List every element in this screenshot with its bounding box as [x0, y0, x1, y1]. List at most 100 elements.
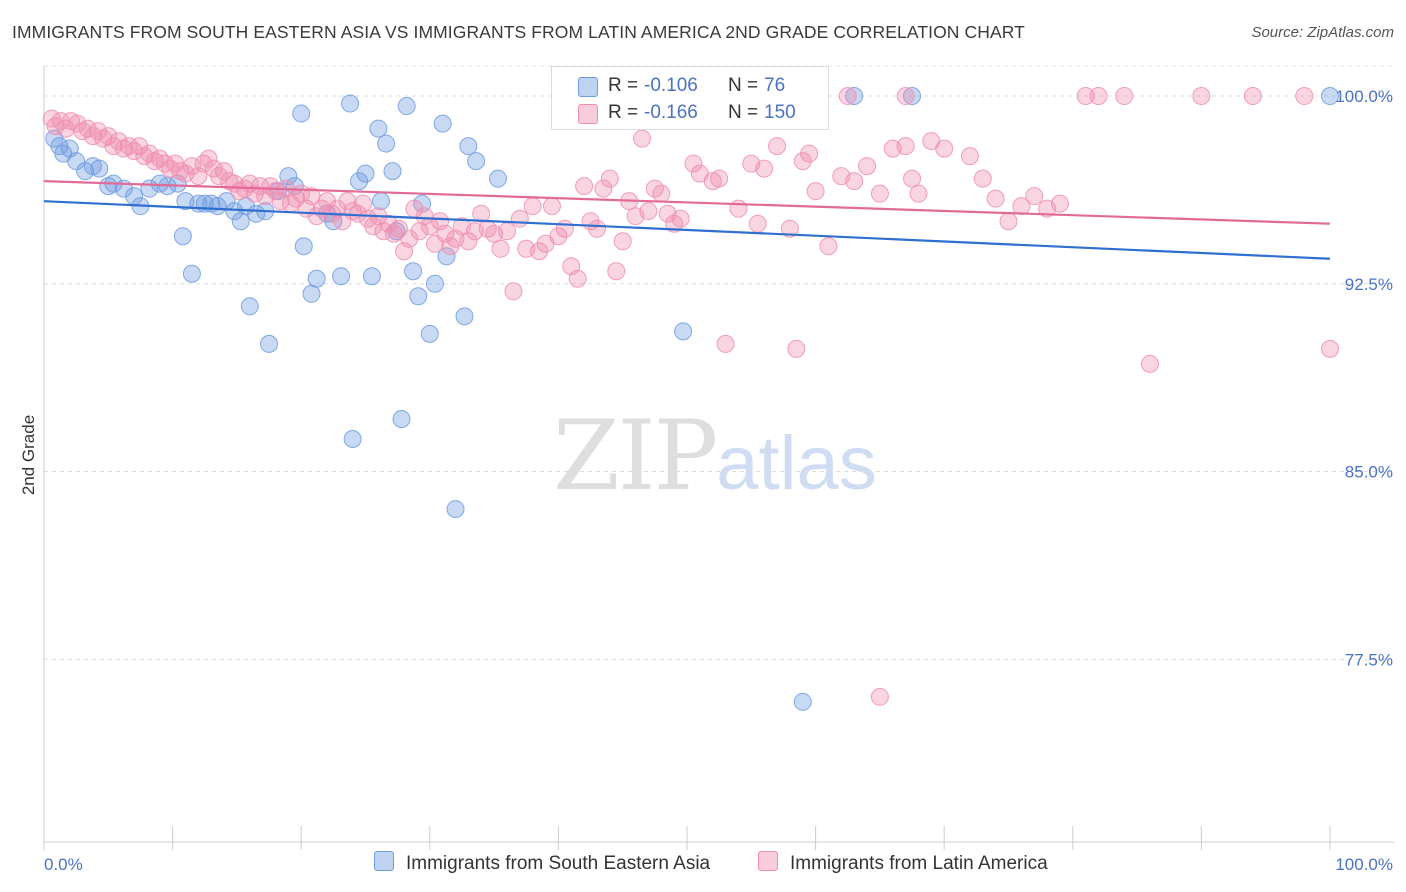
legend-n-label: N =: [728, 75, 759, 96]
point-latin-america: [838, 87, 857, 106]
point-south-eastern-asia: [260, 334, 279, 353]
point-latin-america: [1295, 87, 1314, 106]
bottom-legend-label: Immigrants from Latin America: [790, 853, 1048, 874]
point-south-eastern-asia: [377, 134, 396, 153]
point-latin-america: [935, 139, 954, 158]
point-south-eastern-asia: [173, 227, 192, 246]
point-south-eastern-asia: [793, 692, 812, 711]
y-axis-label: 2nd Grade: [19, 415, 38, 495]
point-latin-america: [1243, 87, 1262, 106]
x-tick-label: 100.0%: [1335, 855, 1393, 874]
point-latin-america: [145, 152, 164, 171]
point-latin-america: [125, 142, 144, 161]
trend-line-latin-america: [43, 180, 1331, 225]
point-latin-america: [130, 137, 149, 156]
point-latin-america: [806, 182, 825, 201]
point-south-eastern-asia: [467, 152, 486, 171]
point-latin-america: [194, 154, 213, 173]
point-latin-america: [523, 197, 542, 216]
trend-lines: [43, 180, 1331, 260]
bottom-legend-swatch-pink: [758, 851, 778, 871]
point-south-eastern-asia: [302, 284, 321, 303]
point-latin-america: [549, 227, 568, 246]
point-latin-america: [510, 209, 529, 228]
point-latin-america: [135, 147, 154, 166]
legend-r-label: R =: [608, 102, 639, 123]
point-latin-america: [594, 179, 613, 198]
point-latin-america: [1025, 187, 1044, 206]
axes: [43, 66, 1394, 850]
point-latin-america: [587, 219, 606, 238]
y-tick-label: 100.0%: [1335, 87, 1393, 106]
zipatlas-watermark: ZIPatlas: [553, 400, 877, 512]
point-latin-america: [209, 167, 228, 186]
point-latin-america: [716, 334, 735, 353]
point-latin-america: [459, 232, 478, 251]
point-latin-america: [472, 204, 491, 223]
point-south-eastern-asia: [292, 104, 311, 123]
point-latin-america: [748, 214, 767, 233]
point-latin-america: [729, 199, 748, 218]
legend-n-value: 150: [764, 102, 796, 123]
bottom-legend-latin-america: Immigrants from Latin America: [758, 851, 1048, 875]
point-latin-america: [870, 687, 889, 706]
point-south-eastern-asia: [341, 94, 360, 113]
point-south-eastern-asia: [371, 192, 390, 211]
legend-r-label: R =: [608, 75, 639, 96]
stats-legend: R = -0.106 N = 76 R = -0.166 N = 150: [551, 66, 829, 130]
point-latin-america: [870, 184, 889, 203]
point-latin-america: [858, 157, 877, 176]
point-south-eastern-asia: [99, 177, 118, 196]
point-latin-america: [491, 239, 510, 258]
source-label: Source: ZipAtlas.com: [1251, 24, 1394, 41]
point-south-eastern-asia: [1321, 87, 1339, 106]
legend-r-value: -0.166: [644, 102, 698, 123]
point-latin-america: [780, 219, 799, 238]
point-south-eastern-asia: [362, 267, 381, 286]
point-south-eastern-asia: [231, 212, 250, 231]
point-latin-america: [1089, 87, 1108, 106]
point-latin-america: [684, 154, 703, 173]
point-south-eastern-asia: [332, 267, 351, 286]
point-latin-america: [607, 262, 626, 281]
trend-line-south-eastern-asia: [43, 200, 1331, 260]
point-latin-america: [114, 139, 133, 158]
point-south-eastern-asia: [392, 409, 411, 428]
point-south-eastern-asia: [182, 264, 201, 283]
point-latin-america: [845, 172, 864, 191]
point-latin-america: [155, 154, 174, 173]
point-south-eastern-asia: [425, 274, 444, 293]
point-south-eastern-asia: [356, 164, 375, 183]
point-south-eastern-asia: [397, 97, 416, 116]
point-latin-america: [215, 162, 234, 181]
point-south-eastern-asia: [446, 500, 465, 519]
point-latin-america: [542, 197, 561, 216]
chart-title: IMMIGRANTS FROM SOUTH EASTERN ASIA VS IM…: [12, 22, 1025, 42]
y-tick-label: 92.5%: [1345, 275, 1393, 294]
point-latin-america: [613, 232, 632, 251]
legend-n-label: N =: [728, 102, 759, 123]
point-latin-america: [364, 217, 383, 236]
point-latin-america: [800, 144, 819, 163]
point-latin-america: [787, 339, 806, 358]
point-latin-america: [909, 184, 928, 203]
point-latin-america: [504, 282, 523, 301]
point-latin-america: [568, 269, 587, 288]
point-latin-america: [119, 137, 138, 156]
point-latin-america: [94, 129, 113, 148]
y-tick-label: 77.5%: [1345, 650, 1393, 669]
series-latin-america-points: [42, 87, 1339, 706]
point-latin-america: [793, 152, 812, 171]
point-latin-america: [353, 194, 372, 213]
point-latin-america: [99, 127, 118, 146]
point-south-eastern-asia: [404, 262, 423, 281]
point-south-eastern-asia: [845, 87, 864, 106]
point-latin-america: [575, 177, 594, 196]
point-latin-america: [171, 162, 190, 181]
point-latin-america: [639, 202, 658, 221]
point-latin-america: [1012, 197, 1031, 216]
point-south-eastern-asia: [369, 119, 388, 138]
point-latin-america: [1076, 87, 1095, 106]
point-south-eastern-asia: [350, 172, 369, 191]
bottom-legend-swatch-blue: [374, 851, 394, 871]
